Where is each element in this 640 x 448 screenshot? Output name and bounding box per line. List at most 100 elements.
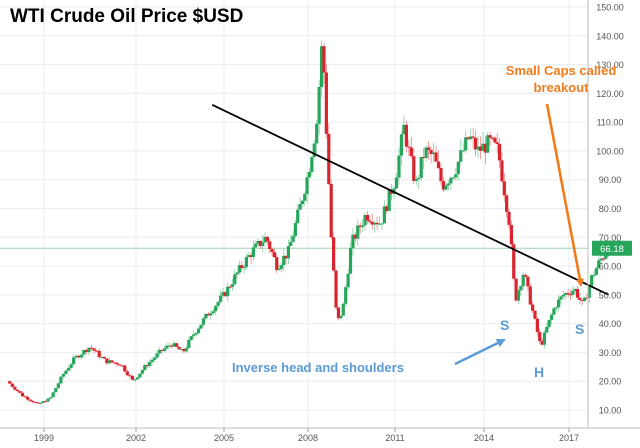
candle-body: [249, 255, 253, 258]
y-tick-label: 60.00: [599, 262, 622, 272]
candle-body: [514, 278, 518, 301]
candle-body: [493, 137, 497, 143]
candle-body: [327, 133, 331, 184]
candle-body: [554, 307, 558, 309]
candle-body: [526, 276, 530, 287]
candle-body: [471, 136, 475, 138]
candle-body: [344, 287, 348, 304]
candle-body: [592, 274, 596, 276]
candle-body: [192, 334, 196, 337]
candle-body: [170, 345, 174, 347]
candle-body: [594, 268, 598, 275]
candle-body: [422, 156, 426, 158]
candle-body: [319, 46, 324, 88]
chart-title: WTI Crude Oil Price $USD: [10, 6, 244, 27]
candle-body: [184, 348, 188, 352]
candle-body: [15, 389, 20, 392]
candle-body: [519, 286, 523, 291]
candle-body: [293, 223, 297, 237]
candle-body: [512, 244, 516, 279]
candle-body: [523, 274, 528, 277]
candle-body: [414, 179, 418, 181]
x-tick-label: 2002: [126, 433, 146, 443]
candle-body: [397, 155, 401, 178]
annotation-head: H: [534, 364, 545, 380]
candle-body: [199, 324, 203, 329]
candle-body: [346, 273, 350, 288]
candle-body: [87, 347, 91, 353]
candle-body: [26, 396, 30, 400]
candle-body: [125, 371, 129, 376]
candle-body: [221, 292, 225, 296]
candle-body: [235, 272, 239, 275]
candle-body: [466, 137, 470, 140]
candle-body: [135, 377, 140, 380]
candle-body: [242, 267, 246, 269]
candle-body: [64, 370, 68, 375]
y-tick-label: 80.00: [599, 204, 622, 214]
candle-body: [265, 236, 269, 242]
candle-body: [305, 177, 309, 195]
candle-body: [575, 288, 580, 298]
candle-body: [322, 46, 326, 73]
candle-body: [531, 304, 535, 311]
candle-body: [490, 137, 495, 139]
candle-body: [441, 181, 446, 190]
candle-body: [18, 391, 22, 393]
candle-body: [324, 72, 328, 134]
candle-body: [540, 340, 544, 345]
candle-body: [286, 246, 290, 259]
candle-body: [251, 247, 255, 258]
candle-body: [334, 270, 338, 308]
candle-body: [459, 150, 463, 162]
candle-body: [268, 241, 272, 250]
candle-body: [483, 143, 488, 153]
candle-body: [112, 362, 117, 364]
candle-body: [240, 265, 244, 269]
candle-body: [478, 146, 483, 151]
candle-body: [254, 243, 258, 248]
candle-body: [431, 152, 436, 155]
candle-body: [167, 345, 171, 347]
candle-body: [521, 274, 525, 287]
inverse-hs-arrow: [454, 338, 506, 366]
candle-body: [449, 177, 453, 184]
annotation-graphics: [211, 103, 610, 366]
candle-body: [300, 200, 304, 205]
candle-body: [387, 189, 391, 211]
candle-body: [363, 214, 367, 226]
y-tick-label: 50.00: [599, 290, 622, 300]
candle-body: [182, 348, 186, 352]
y-tick-label: 100.00: [596, 146, 624, 156]
candle-body: [516, 290, 521, 301]
candle-body: [500, 160, 504, 182]
candle-body: [282, 255, 286, 266]
y-tick-label: 40.00: [599, 319, 622, 329]
candle-body: [187, 339, 191, 349]
candle-body: [272, 252, 276, 258]
candle-body: [123, 365, 127, 372]
candle-body: [427, 147, 431, 150]
grid-lines: [0, 0, 588, 428]
candle-body: [535, 318, 539, 333]
candle-body: [303, 194, 307, 201]
candle-body: [41, 401, 45, 403]
candle-body: [194, 332, 198, 335]
candle-body: [84, 350, 89, 353]
candle-body: [59, 376, 63, 384]
candle-body: [399, 134, 404, 156]
candle-body: [130, 376, 135, 380]
candle-body: [79, 354, 83, 358]
candle-body: [412, 156, 416, 181]
y-tick-label: 140.00: [596, 31, 624, 41]
candle-body: [585, 297, 589, 299]
candle-body: [380, 223, 384, 225]
candle-body: [218, 295, 223, 302]
candle-body: [538, 332, 542, 341]
candle-body: [270, 249, 274, 253]
y-tick-label: 70.00: [599, 233, 622, 243]
candle-body: [46, 398, 50, 402]
candle-body: [404, 124, 408, 147]
candle-body: [43, 401, 48, 403]
